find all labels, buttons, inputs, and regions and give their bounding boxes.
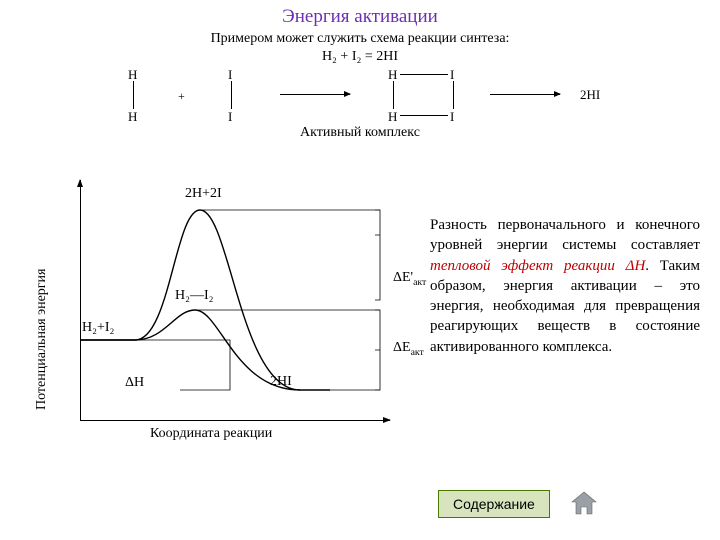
atom-I: I bbox=[450, 109, 454, 125]
subtitle: Примером может служить схема реакции син… bbox=[0, 30, 720, 65]
x-axis bbox=[80, 420, 390, 421]
subtitle-line2: H₂ + I₂ = 2HI bbox=[322, 49, 398, 64]
dE2-label: ΔEакт bbox=[393, 340, 424, 358]
atom-H: H bbox=[128, 109, 137, 125]
bond bbox=[133, 81, 134, 109]
contents-button[interactable]: Содержание bbox=[438, 490, 550, 518]
plus-sign: + bbox=[178, 89, 185, 104]
page-title: Энергия активации bbox=[0, 0, 720, 28]
dH-label: ΔH bbox=[125, 375, 144, 391]
dE1-label: ΔE'акт bbox=[393, 270, 426, 288]
mid-label: H₂—I₂ bbox=[175, 288, 214, 304]
peak-label: 2H+2I bbox=[185, 186, 222, 202]
active-complex-label: Активный комплекс bbox=[0, 125, 720, 141]
para-red: тепловой эффект реакции ΔH bbox=[430, 258, 645, 274]
subtitle-line1: Примером может служить схема реакции син… bbox=[211, 31, 510, 46]
start-label: H₂+I₂ bbox=[82, 320, 114, 336]
para-part1: Разность первоначального и конечного уро… bbox=[430, 217, 700, 253]
bond bbox=[393, 81, 394, 109]
description-text: Разность первоначального и конечного уро… bbox=[430, 215, 700, 357]
bond bbox=[453, 81, 454, 109]
bond bbox=[231, 81, 232, 109]
end-label: 2HI bbox=[270, 374, 292, 390]
y-axis-label: Потенциальная энергия bbox=[34, 269, 50, 410]
reaction-scheme: H H + I I H H I I 2HI bbox=[80, 67, 640, 125]
atom-I: I bbox=[228, 109, 232, 125]
arrow-icon bbox=[280, 94, 350, 95]
product-label: 2HI bbox=[580, 87, 600, 103]
energy-chart: Потенциальная энергия Координата реакции bbox=[30, 180, 410, 440]
bond bbox=[400, 74, 448, 75]
x-axis-label: Координата реакции bbox=[150, 426, 272, 442]
bond bbox=[400, 115, 448, 116]
arrow-icon bbox=[490, 94, 560, 95]
atom-H: H bbox=[388, 109, 397, 125]
home-icon[interactable] bbox=[570, 490, 598, 516]
